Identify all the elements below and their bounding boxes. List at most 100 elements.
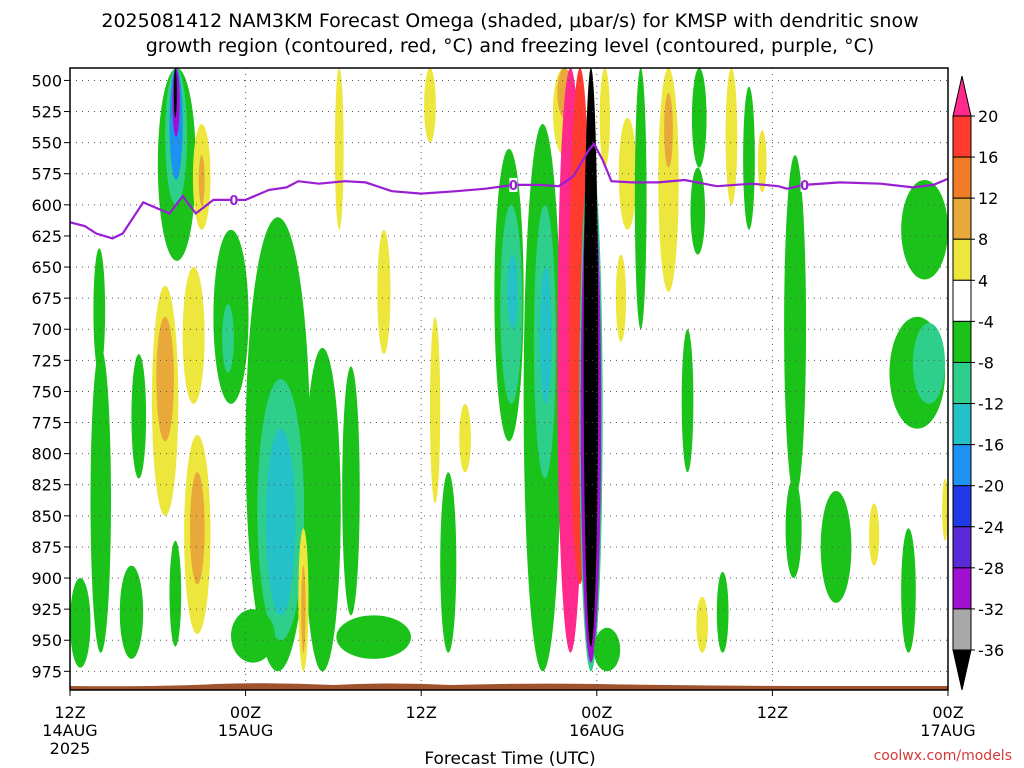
x-tick-label: 00Z	[581, 703, 612, 722]
y-tick-label: 600	[31, 196, 62, 215]
terrain-shape	[70, 683, 948, 690]
omega-region	[583, 68, 599, 647]
omega-region	[785, 478, 802, 579]
colorbar-band	[952, 156, 972, 199]
colorbar-band	[952, 526, 972, 569]
colorbar-label: -32	[978, 600, 1004, 619]
y-axis: 500 525 550 575 600 625 650 675 700 725 750 775 800 8…	[31, 71, 70, 681]
colorbar-band	[952, 444, 972, 487]
plot-frame	[69, 67, 949, 691]
colorbar-label: -20	[978, 477, 1004, 496]
y-tick-label: 875	[31, 538, 62, 557]
omega-region	[173, 68, 177, 118]
omega-region	[131, 354, 147, 479]
x-tick-label: 15AUG	[218, 721, 273, 740]
freezing-label-bg	[800, 177, 809, 192]
terrain-band	[70, 683, 948, 690]
omega-region	[230, 609, 275, 663]
y-tick-label: 925	[31, 600, 62, 619]
colorbar-label: 12	[978, 189, 998, 208]
omega-region	[169, 540, 182, 647]
colorbar-band	[952, 403, 972, 446]
colorbar-label: -8	[978, 353, 994, 372]
omega-region	[304, 347, 341, 672]
freezing-level-label: 0	[229, 194, 238, 209]
y-tick-label: 550	[31, 134, 62, 153]
y-tick-label: 650	[31, 258, 62, 277]
omega-region	[93, 248, 106, 373]
omega-region	[716, 571, 729, 653]
plot-area	[70, 68, 948, 690]
omega-region	[618, 117, 637, 230]
omega-region	[198, 155, 205, 205]
omega-region	[658, 68, 679, 292]
omega-region	[90, 347, 111, 653]
colorbar-top-arrow	[952, 75, 972, 117]
omega-region	[266, 428, 296, 616]
omega-region	[615, 254, 627, 342]
chart-title-line-2: growth region (contoured, red, °C) and f…	[146, 35, 875, 57]
y-tick-label: 500	[31, 71, 62, 90]
plot-border	[69, 67, 949, 691]
y-tick-label: 750	[31, 382, 62, 401]
grid-lines	[69, 68, 949, 690]
y-tick-label: 900	[31, 569, 62, 588]
freezing-label-bg	[509, 177, 518, 192]
omega-region	[743, 86, 755, 230]
omega-region	[691, 68, 707, 168]
colorbar-label: -4	[978, 312, 994, 331]
omega-region	[507, 254, 518, 330]
colorbar-label: 8	[978, 230, 988, 249]
colorbar-band	[952, 115, 972, 158]
freezing-level-contour: 0 0 0	[69, 141, 949, 240]
colorbar-label: 20	[978, 107, 998, 126]
y-tick-label: 725	[31, 351, 62, 370]
credit-text: coolwx.com/models	[874, 748, 1012, 764]
colorbar-label: -24	[978, 518, 1004, 537]
omega-region	[334, 68, 344, 230]
freezing-level-line	[69, 141, 949, 240]
colorbar-band	[952, 238, 972, 281]
y-tick-label: 950	[31, 631, 62, 650]
colorbar-band	[952, 361, 972, 405]
omega-region	[336, 615, 411, 659]
x-tick-label: 16AUG	[569, 721, 624, 740]
colorbar-label: -12	[978, 395, 1004, 414]
omega-region	[182, 267, 205, 404]
x-tick-label: 12Z	[54, 703, 85, 722]
y-tick-label: 850	[31, 507, 62, 526]
colorbar-bottom-arrow	[952, 649, 972, 691]
omega-region	[593, 627, 621, 672]
omega-region	[784, 155, 807, 498]
freezing-level-label: 0	[509, 179, 518, 194]
colorbar-label: 16	[978, 148, 998, 167]
colorbar-band	[952, 279, 972, 322]
omega-region	[189, 472, 205, 585]
x-tick-label: 14AUG	[42, 721, 97, 740]
colorbar-label: 4	[978, 271, 988, 290]
x-tick-label: 12Z	[406, 703, 437, 722]
omega-region	[301, 565, 306, 653]
x-tick-label: 12Z	[757, 703, 788, 722]
omega-region	[119, 565, 144, 659]
y-tick-label: 700	[31, 320, 62, 339]
omega-region	[757, 130, 767, 193]
omega-region	[440, 472, 457, 653]
x-tick-label: 00Z	[932, 703, 963, 722]
x-tick-label: 17AUG	[920, 721, 975, 740]
omega-region	[901, 179, 948, 280]
omega-region	[156, 316, 174, 442]
omega-region	[459, 403, 471, 473]
omega-region	[70, 578, 91, 668]
omega-region	[868, 503, 880, 566]
omega-region	[377, 229, 391, 355]
omega-region	[424, 68, 436, 143]
x-tick-label: 00Z	[230, 703, 261, 722]
omega-region	[696, 596, 709, 653]
y-tick-label: 825	[31, 476, 62, 495]
omega-region	[901, 528, 916, 653]
omega-region	[342, 366, 360, 616]
freezing-label-bg	[229, 192, 238, 207]
chart-title-line-1: 2025081412 NAM3KM Forecast Omega (shaded…	[101, 10, 918, 32]
